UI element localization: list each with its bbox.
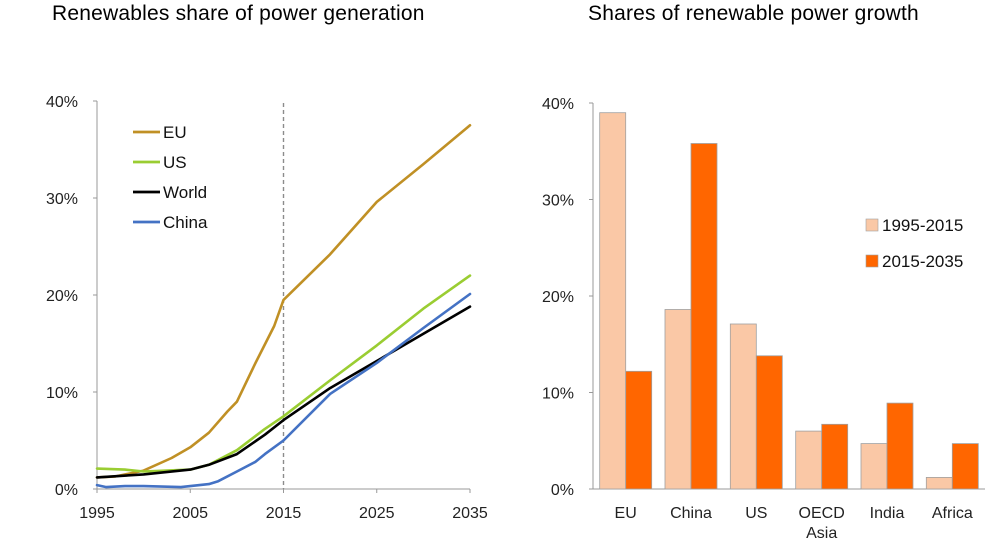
x-tick-label: 1995	[79, 505, 115, 522]
y-tick-label: 0%	[551, 482, 574, 499]
x-category-label: EU	[615, 505, 637, 522]
bar-africa-2015-2035	[951, 443, 979, 490]
legend-label-eu: EU	[163, 123, 187, 142]
bar-us-1995-2015	[729, 323, 757, 490]
bar-oecd-asia-2015-2035	[821, 423, 849, 490]
y-tick-label: 40%	[46, 94, 78, 111]
y-tick-label: 40%	[542, 96, 574, 113]
bar-china-2015-2035	[690, 143, 718, 490]
legend-swatch-2015-2035	[865, 254, 879, 268]
x-category-label: India	[870, 505, 905, 522]
x-category-label: China	[670, 505, 712, 522]
series-line-eu	[95, 124, 472, 479]
x-tick-label: 2015	[266, 505, 302, 522]
series-line-us	[95, 274, 472, 473]
bar-india-1995-2015	[860, 443, 888, 490]
legend-label-1995-2015: 1995-2015	[882, 216, 963, 235]
legend-label-us: US	[163, 153, 187, 172]
x-tick-label: 2025	[359, 505, 395, 522]
x-category-label: US	[745, 505, 767, 522]
y-tick-label: 0%	[55, 482, 78, 499]
x-category-label: Asia	[806, 525, 837, 542]
series-line-china	[95, 292, 472, 489]
legend-swatch-1995-2015	[865, 218, 879, 232]
bar-oecd-asia-1995-2015	[795, 430, 823, 490]
y-tick-label: 20%	[46, 288, 78, 305]
legend-label-world: World	[163, 183, 207, 202]
y-tick-label: 20%	[542, 289, 574, 306]
x-tick-label: 2005	[172, 505, 208, 522]
bar-eu-2015-2035	[625, 370, 653, 490]
y-tick-label: 30%	[542, 193, 574, 210]
bar-eu-1995-2015	[599, 112, 627, 490]
legend-label-china: China	[163, 213, 208, 232]
line-chart-title: Renewables share of power generation	[52, 2, 425, 25]
x-category-label: OECD	[799, 505, 845, 522]
x-tick-label: 2035	[452, 505, 488, 522]
y-tick-label: 30%	[46, 191, 78, 208]
y-tick-label: 10%	[542, 386, 574, 403]
bar-india-2015-2035	[886, 402, 914, 490]
bar-china-1995-2015	[664, 309, 692, 490]
legend-label-2015-2035: 2015-2035	[882, 252, 963, 271]
bar-us-2015-2035	[755, 355, 783, 490]
y-tick-label: 10%	[46, 385, 78, 402]
bar-chart-title: Shares of renewable power growth	[588, 2, 919, 25]
x-category-label: Africa	[932, 505, 973, 522]
bar-africa-1995-2015	[925, 476, 953, 490]
